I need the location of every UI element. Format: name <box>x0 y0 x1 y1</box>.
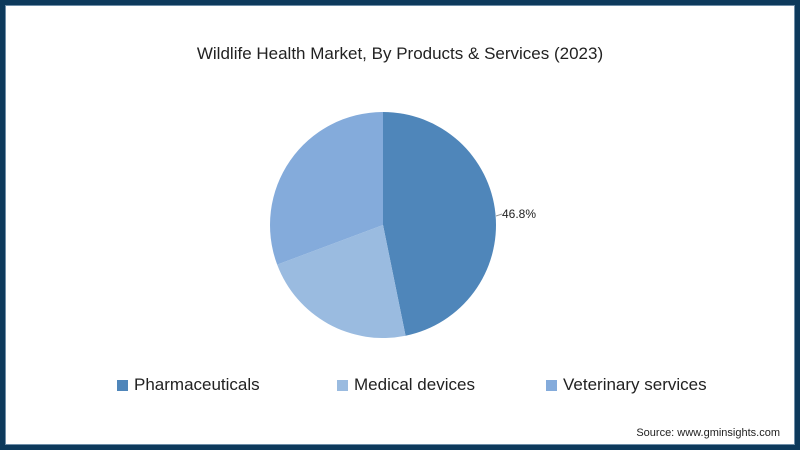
legend-swatch <box>117 379 128 391</box>
legend-item-veterinary-services: Veterinary services <box>546 375 707 395</box>
legend-swatch <box>337 379 348 391</box>
slice-veterinary-services <box>270 112 383 265</box>
slice-medical-devices <box>277 225 406 339</box>
legend-item-medical-devices: Medical devices <box>337 375 475 395</box>
source-note: Source: www.gminsights.com <box>636 427 780 439</box>
slice-pharmaceuticals <box>383 112 497 336</box>
data-label-pharmaceuticals: 46.8% <box>502 207 537 221</box>
legend-swatch <box>546 379 557 391</box>
chart-title: Wildlife Health Market, By Products & Se… <box>196 44 604 63</box>
legend-item-pharmaceuticals: Pharmaceuticals <box>117 375 260 395</box>
leader-line <box>495 213 503 217</box>
legend: Pharmaceuticals Medical devices Veterina… <box>0 375 800 395</box>
